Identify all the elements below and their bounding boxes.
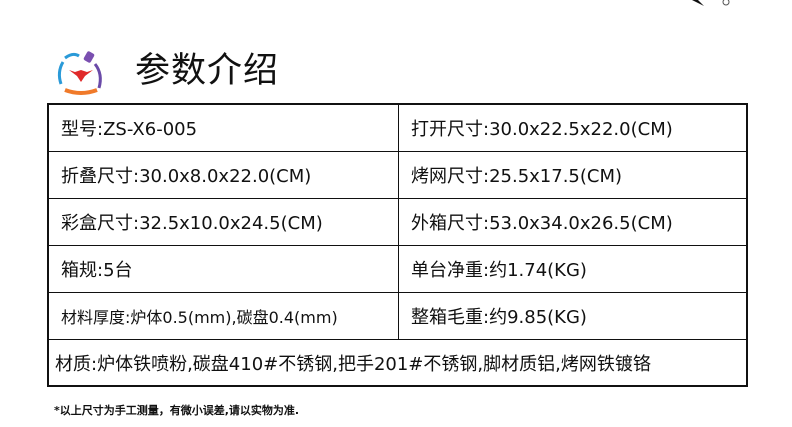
spec-material: 材质:炉体铁喷粉,碳盘410#不锈钢,把手201#不锈钢,脚材质铝,烤网铁镀铬: [47, 339, 748, 387]
page-title: 参数介绍: [135, 51, 280, 91]
table-row: 型号:ZS-X6-005 打开尺寸:30.0x22.5x22.0(CM): [47, 103, 748, 152]
spec-model: 型号:ZS-X6-005: [47, 103, 399, 152]
table-row: 箱规:5台 单台净重:约1.74(KG): [47, 245, 748, 293]
spec-carton-size: 外箱尺寸:53.0x34.0x26.5(CM): [398, 198, 748, 246]
spec-folded-size: 折叠尺寸:30.0x8.0x22.0(CM): [47, 151, 399, 199]
spec-thickness: 材料厚度:炉体0.5(mm),碳盘0.4(mm): [47, 292, 399, 340]
decorative-shape-icon: [692, 0, 730, 6]
spec-gross-weight: 整箱毛重:约9.85(KG): [398, 292, 748, 340]
spec-grill-size: 烤网尺寸:25.5x17.5(CM): [398, 151, 748, 199]
spec-open-size: 打开尺寸:30.0x22.5x22.0(CM): [398, 103, 748, 152]
table-row: 彩盒尺寸:32.5x10.0x24.5(CM) 外箱尺寸:53.0x34.0x2…: [47, 198, 748, 246]
table-row: 材质:炉体铁喷粉,碳盘410#不锈钢,把手201#不锈钢,脚材质铝,烤网铁镀铬: [47, 339, 748, 387]
table-row: 折叠尺寸:30.0x8.0x22.0(CM) 烤网尺寸:25.5x17.5(CM…: [47, 151, 748, 199]
spec-table: 型号:ZS-X6-005 打开尺寸:30.0x22.5x22.0(CM) 折叠尺…: [47, 103, 748, 387]
spec-carton-qty: 箱规:5台: [47, 245, 399, 293]
spec-color-box-size: 彩盒尺寸:32.5x10.0x24.5(CM): [47, 198, 399, 246]
spec-net-weight: 单台净重:约1.74(KG): [398, 245, 748, 293]
measurement-note: *以上尺寸为手工测量，有微小误差,请以实物为准.: [54, 404, 300, 417]
table-row: 材料厚度:炉体0.5(mm),碳盘0.4(mm) 整箱毛重:约9.85(KG): [47, 292, 748, 340]
chef-lion-logo-icon: [57, 51, 102, 95]
